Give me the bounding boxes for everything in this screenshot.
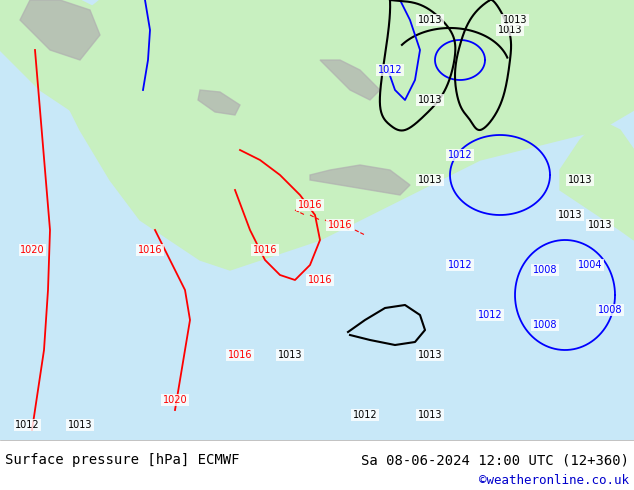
- Polygon shape: [560, 120, 634, 240]
- Text: 1013: 1013: [418, 95, 443, 105]
- Text: 1013: 1013: [558, 210, 582, 220]
- Text: 1012: 1012: [15, 420, 39, 430]
- Text: 1016: 1016: [253, 245, 277, 255]
- Bar: [0, 0, 634, 440]
- Text: 1016: 1016: [228, 350, 252, 360]
- Bar: [0, 440, 634, 490]
- Text: 1013: 1013: [588, 220, 612, 230]
- Text: 1020: 1020: [20, 245, 44, 255]
- Polygon shape: [50, 0, 634, 270]
- Text: 1013: 1013: [418, 175, 443, 185]
- Text: 1013: 1013: [503, 15, 527, 25]
- Text: 1008: 1008: [533, 320, 557, 330]
- Text: 1016: 1016: [298, 200, 322, 210]
- Polygon shape: [0, 0, 140, 120]
- Text: 1013: 1013: [68, 420, 93, 430]
- Text: 1013: 1013: [278, 350, 302, 360]
- Polygon shape: [310, 165, 410, 195]
- Text: 1013: 1013: [418, 15, 443, 25]
- Text: ©weatheronline.co.uk: ©weatheronline.co.uk: [479, 473, 629, 487]
- Text: 1016: 1016: [328, 220, 353, 230]
- Text: 1020: 1020: [163, 395, 187, 405]
- Text: 1016: 1016: [307, 275, 332, 285]
- Polygon shape: [320, 60, 380, 100]
- Text: 1013: 1013: [418, 410, 443, 420]
- Text: 1013: 1013: [498, 25, 522, 35]
- Text: 1004: 1004: [578, 260, 602, 270]
- Polygon shape: [20, 0, 100, 60]
- Text: 1012: 1012: [378, 65, 403, 75]
- Text: 1012: 1012: [477, 310, 502, 320]
- Polygon shape: [290, 0, 430, 120]
- Text: 1012: 1012: [448, 260, 472, 270]
- Text: 1012: 1012: [448, 150, 472, 160]
- Text: Surface pressure [hPa] ECMWF: Surface pressure [hPa] ECMWF: [5, 453, 240, 467]
- Text: Sa 08-06-2024 12:00 UTC (12+360): Sa 08-06-2024 12:00 UTC (12+360): [361, 453, 629, 467]
- Text: 1012: 1012: [353, 410, 377, 420]
- Text: 1008: 1008: [598, 305, 622, 315]
- Text: 1013: 1013: [418, 350, 443, 360]
- Polygon shape: [198, 90, 240, 115]
- Text: 1013: 1013: [568, 175, 592, 185]
- Text: 1008: 1008: [533, 265, 557, 275]
- Text: 1016: 1016: [138, 245, 162, 255]
